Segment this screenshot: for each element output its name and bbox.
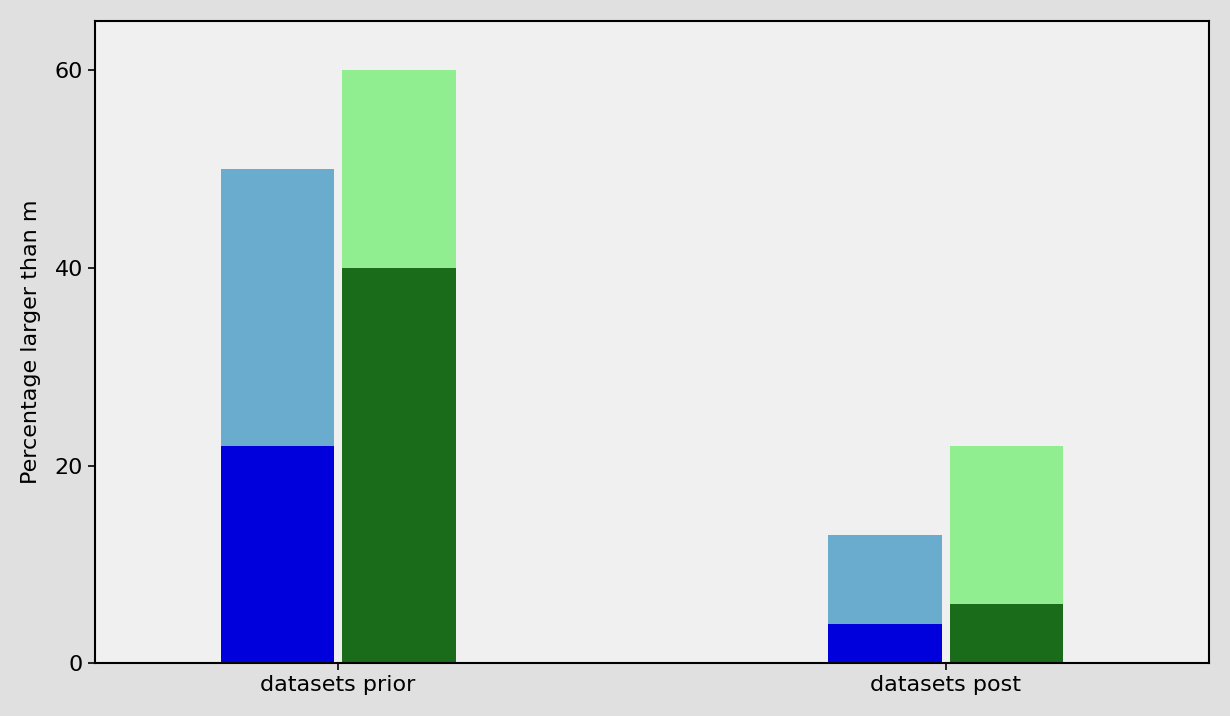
Y-axis label: Percentage larger than m: Percentage larger than m: [21, 200, 41, 484]
Bar: [220, 446, 335, 663]
Bar: [220, 169, 335, 446]
Bar: [342, 70, 455, 268]
Bar: [950, 446, 1063, 604]
Bar: [828, 535, 942, 624]
Bar: [950, 604, 1063, 663]
Bar: [828, 624, 942, 663]
Bar: [342, 268, 455, 663]
